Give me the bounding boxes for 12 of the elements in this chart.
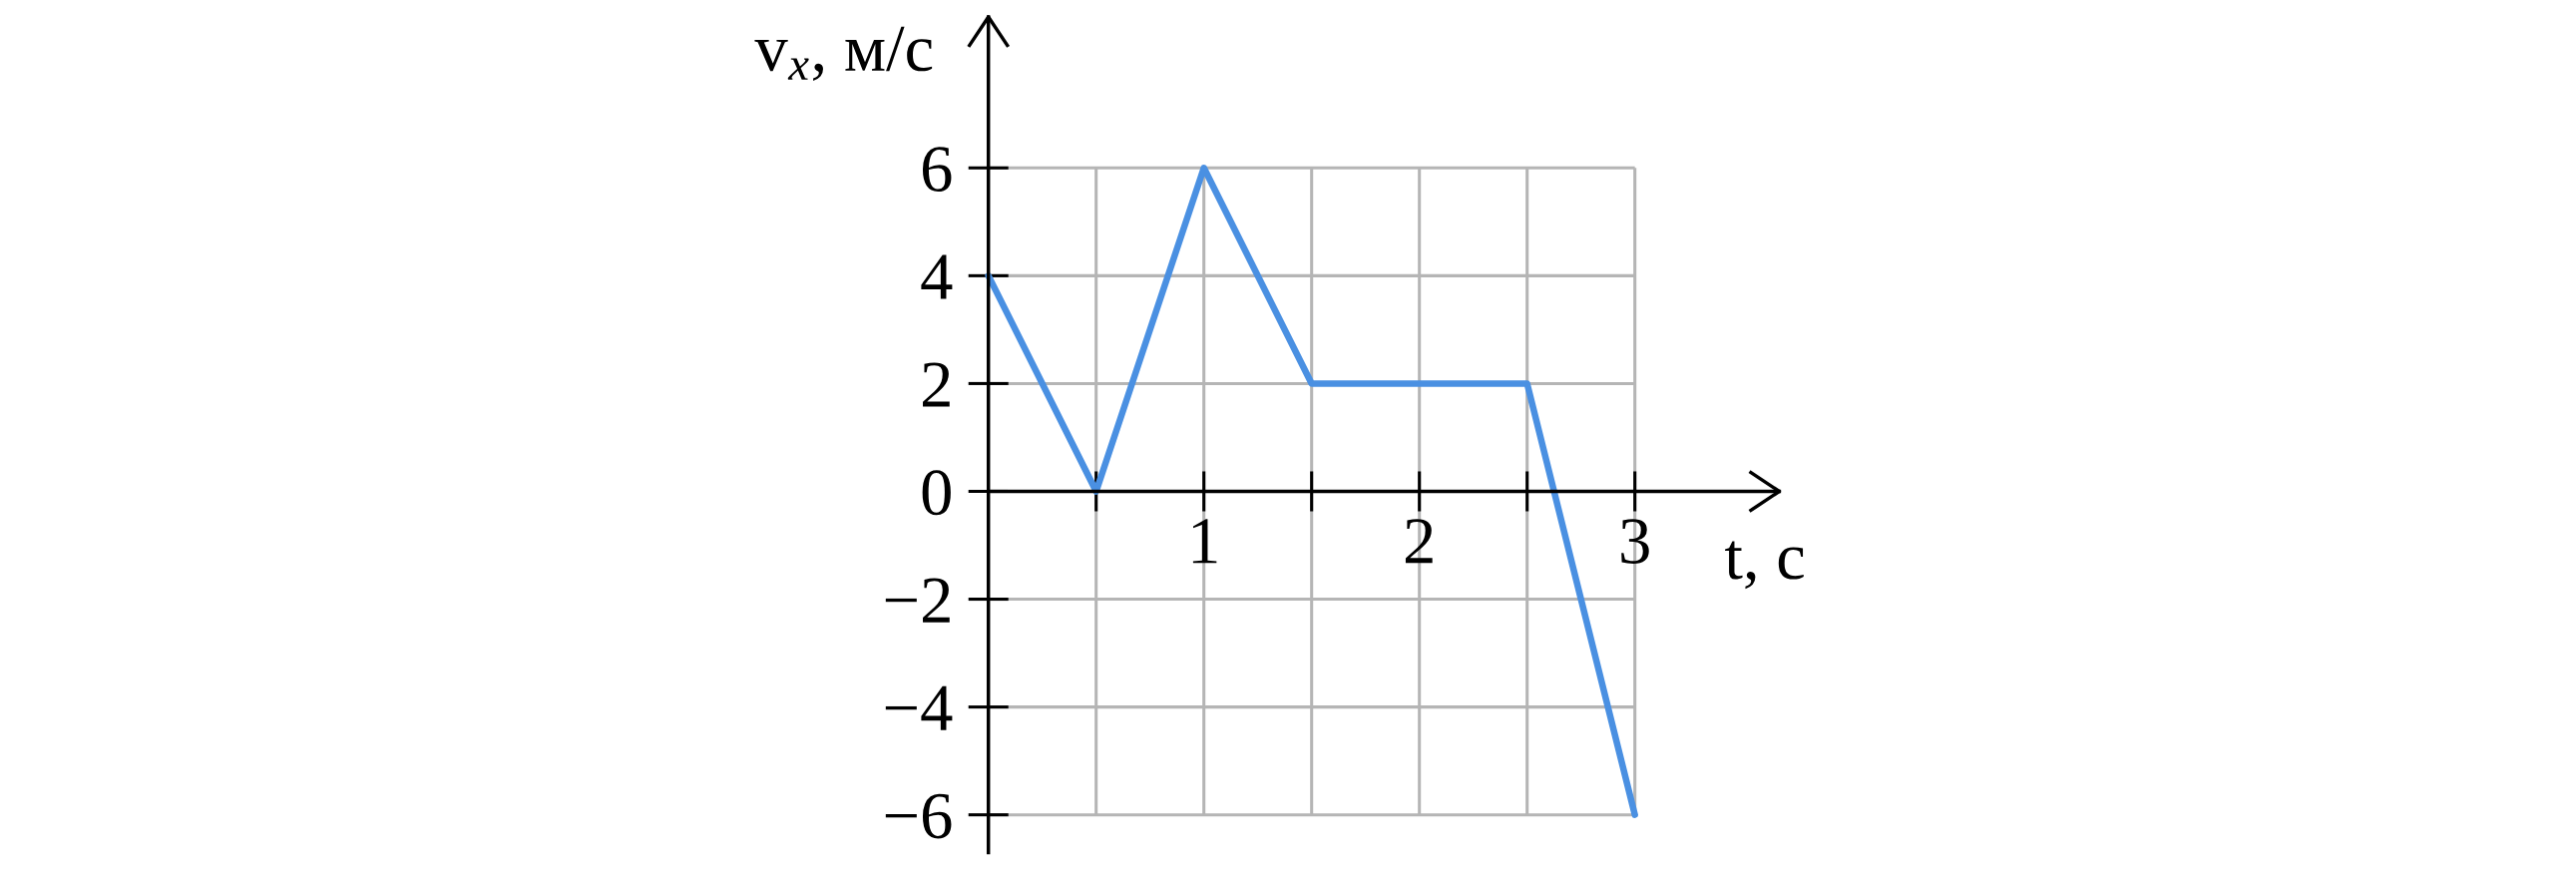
- x-axis-title: t, с: [1725, 541, 1804, 590]
- y-tick-label: 6: [922, 147, 952, 193]
- x-tick-label: 1: [1192, 519, 1217, 564]
- y-tick-label: −2: [885, 578, 950, 623]
- y-tick-label: −6: [885, 793, 952, 839]
- x-tick-label: 3: [1621, 519, 1649, 564]
- x-tick-label: 2: [1405, 519, 1433, 564]
- y-tick-label: 0: [922, 470, 951, 516]
- y-tick-label: −4: [885, 685, 953, 730]
- y-axis-title: v$_{x}$, м/с: [754, 26, 933, 81]
- y-tick-label: 4: [921, 254, 953, 299]
- y-tick-label: 2: [923, 362, 950, 407]
